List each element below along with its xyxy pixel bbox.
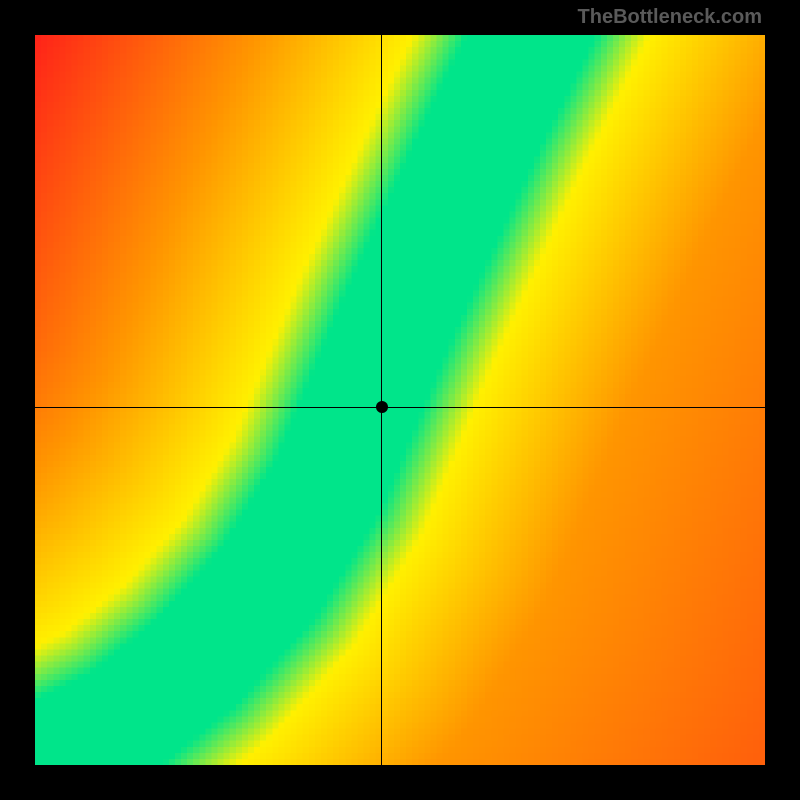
crosshair-vertical [381, 35, 382, 765]
watermark-text: TheBottleneck.com [578, 6, 762, 29]
heatmap-plot [35, 35, 765, 765]
heatmap-canvas [35, 35, 765, 765]
crosshair-horizontal [35, 407, 765, 408]
crosshair-marker [376, 401, 388, 413]
